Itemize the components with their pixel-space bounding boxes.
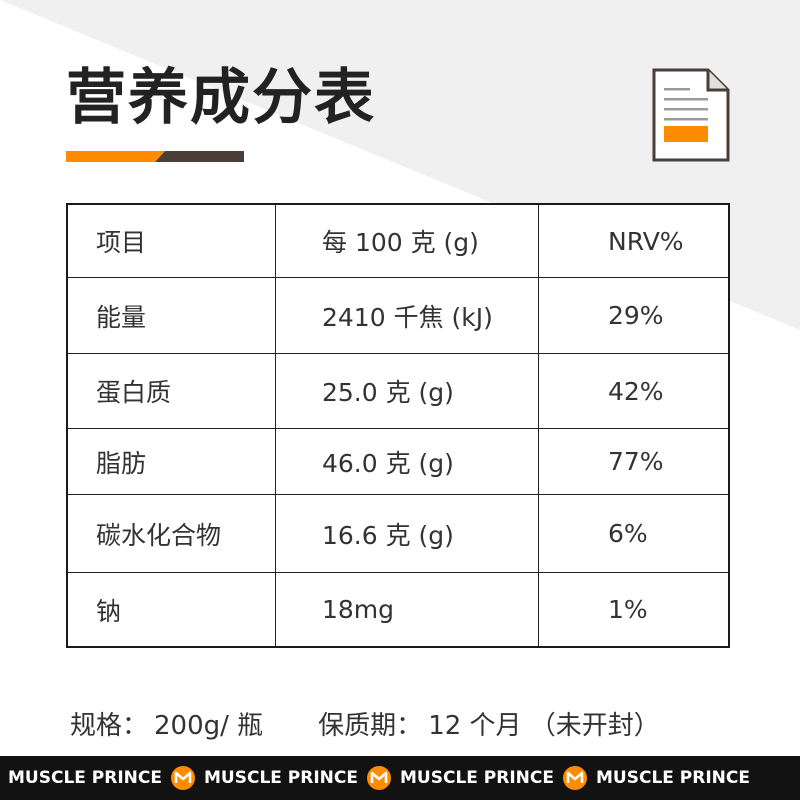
title-underline	[66, 151, 244, 162]
table-cell-amount: 18mg	[276, 573, 539, 646]
table-cell-nutrient: 能量	[68, 278, 276, 354]
table-cell-amount: 25.0 克 (g)	[276, 354, 539, 429]
m-logo-icon	[367, 766, 391, 790]
nutrition-table: 项目 每 100 克 (g) NRV% 能量 2410 千焦 (kJ) 29% …	[66, 203, 730, 648]
table-header-per100g: 每 100 克 (g)	[276, 205, 539, 278]
table-cell-amount: 46.0 克 (g)	[276, 429, 539, 495]
table-cell-nutrient: 蛋白质	[68, 354, 276, 429]
m-logo-icon	[171, 766, 195, 790]
table-cell-amount: 2410 千焦 (kJ)	[276, 278, 539, 354]
spec-value: 200g/ 瓶	[154, 710, 264, 741]
shelf-life-value: 12 个月 （未开封）	[428, 710, 660, 741]
page-title: 营养成分表	[66, 63, 376, 133]
spec-label: 规格：	[70, 710, 149, 741]
document-icon	[652, 68, 730, 162]
table-cell-nutrient: 钠	[68, 573, 276, 646]
table-cell-nutrient: 碳水化合物	[68, 495, 276, 573]
table-cell-nrv: 6%	[539, 495, 728, 573]
table-cell-nrv: 1%	[608, 595, 648, 624]
m-logo-icon	[563, 766, 587, 790]
table-header-item: 项目	[68, 205, 276, 278]
table-cell-nutrient: 脂肪	[68, 429, 276, 495]
brand-text: MUSCLE PRINCE	[596, 768, 750, 788]
table-header-nrv: NRV%	[539, 205, 728, 278]
table-cell-nrv: 77%	[539, 429, 728, 495]
brand-text: MUSCLE PRINCE	[400, 768, 554, 788]
table-cell-nrv: 42%	[539, 354, 728, 429]
shelf-life-label: 保质期：	[318, 710, 423, 741]
brand-footer: MUSCLE PRINCE MUSCLE PRINCE MUSCLE PRINC…	[0, 756, 800, 800]
spec-line: 规格： 200g/ 瓶 保质期： 12 个月 （未开封）	[70, 700, 760, 746]
brand-text: MUSCLE PRINCE	[8, 768, 162, 788]
table-cell-nrv: 29%	[539, 278, 728, 354]
brand-text: MUSCLE PRINCE	[204, 768, 358, 788]
table-cell-amount: 16.6 克 (g)	[276, 495, 539, 573]
